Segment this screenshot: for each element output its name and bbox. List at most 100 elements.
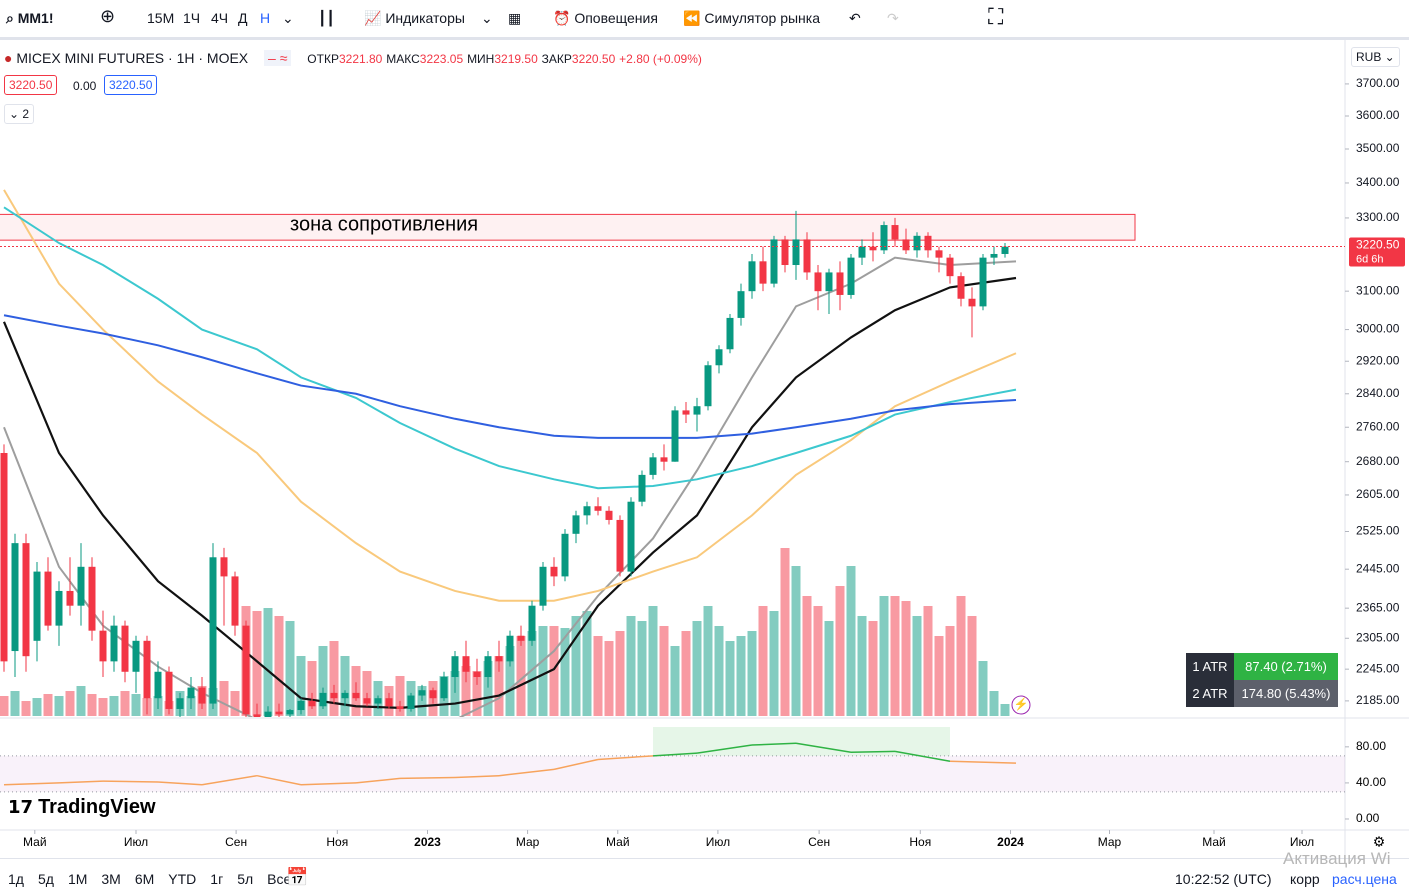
indicators[interactable]: 📈 Индикаторы (364, 10, 465, 26)
candle-body (748, 261, 756, 292)
settle[interactable]: расч.цена (1332, 871, 1397, 887)
interval[interactable]: 1Ч (183, 10, 201, 26)
volume-bar (813, 606, 823, 716)
range-button[interactable]: Все (267, 871, 292, 887)
bid[interactable]: 3220.50 (4, 75, 58, 95)
range-button[interactable]: 6М (134, 871, 155, 887)
value: 3219.50 (494, 52, 538, 66)
layouts[interactable]: ▦ (508, 10, 522, 26)
candle-body (979, 257, 987, 307)
volume-bar (538, 626, 548, 716)
candle-body (715, 349, 723, 366)
range-button[interactable]: 3М (101, 871, 121, 887)
atr-label: 2 ATR (1186, 680, 1234, 707)
collapse[interactable]: ⌄ 2 (4, 104, 35, 124)
volume-bar (703, 606, 713, 716)
candle-body (693, 406, 701, 415)
candle-body (99, 630, 107, 662)
candle-body (132, 640, 140, 672)
add-symbol[interactable]: ⊕ (100, 6, 116, 26)
interval-menu[interactable]: ⌄ (282, 10, 294, 26)
x-tick-label: 2023 (414, 835, 441, 849)
candle-body (407, 695, 415, 709)
interval[interactable]: 15М (147, 10, 175, 26)
moving-average (3, 189, 1017, 602)
chart-type[interactable]: ┃┃ (318, 10, 335, 26)
bottom-toolbar: 1д 5д 1М 3М 6М YTD 1г 5л Все 📅 10:22:52 (UTC) ко… (0, 849, 1409, 895)
y-tick-label: 2760.00 (1356, 419, 1400, 433)
moving-average (2, 276, 1017, 709)
candle-body (209, 557, 217, 704)
replay[interactable]: ⏪ Симулятор рынка (683, 10, 820, 26)
volume-bar (956, 596, 966, 716)
candle-body (253, 714, 261, 717)
volume-bar (285, 621, 295, 716)
date-range[interactable]: 📅 (286, 867, 309, 887)
volume-bar (395, 676, 405, 716)
currency[interactable]: RUB ⌄ (1351, 47, 1400, 67)
rsi-segment (894, 750, 951, 763)
top-toolbar: ⌕ MM1! ⊕ 15М 1Ч 4Ч Д Н ⌄ ┃┃ 📈 Индикаторы… (0, 0, 1409, 40)
x-tick-label: Июл (706, 835, 730, 849)
rsi-segment (553, 758, 599, 771)
range-button[interactable]: 5л (237, 871, 254, 887)
candle-body (440, 677, 448, 699)
rsi-segment (399, 776, 456, 780)
x-tick-label: Май (23, 835, 47, 849)
volume-bar (43, 694, 53, 716)
alerts[interactable]: ⏰ Оповещения (553, 10, 658, 26)
candle-body (11, 543, 19, 652)
range-button[interactable]: 5д (37, 871, 54, 887)
volume-bar (98, 698, 108, 716)
volume-bar (32, 698, 42, 716)
candle-body (517, 635, 525, 641)
volume-bar (65, 691, 75, 716)
interval[interactable]: 4Ч (211, 10, 229, 26)
candle-body (924, 235, 932, 251)
legend-title: MICEX MINI FUTURES · 1H · MOEX (16, 50, 249, 66)
undo[interactable]: ↶ (849, 10, 861, 26)
lightning[interactable] (1011, 695, 1031, 715)
adj[interactable]: корр (1290, 871, 1320, 887)
candle-body (231, 576, 239, 626)
ask[interactable]: 3220.50 (104, 75, 158, 95)
clock: 10:22:52 (UTC) (1175, 871, 1272, 887)
chart: зона сопротивления 3700.00 3600.00 3500.00… (0, 40, 1409, 858)
candle-body (847, 257, 855, 295)
rsi-segment (949, 760, 1017, 764)
watermark: Активация Wi (1283, 849, 1391, 868)
candle-body (319, 692, 327, 707)
x-tick-label: Ноя (909, 835, 931, 849)
volume-bar (835, 586, 845, 716)
volume-bar (516, 636, 526, 716)
interval[interactable]: Д (238, 10, 248, 26)
range-button[interactable]: 1г (210, 871, 224, 887)
indicators-menu[interactable]: ⌄ (481, 10, 493, 26)
legend-toggle[interactable]: – ≈ (264, 50, 292, 66)
volume-bar (681, 631, 691, 716)
symbol[interactable]: ⌕ MM1! (6, 10, 54, 26)
volume-bar (109, 696, 119, 716)
range-button[interactable]: 1М (67, 871, 88, 887)
candle-body (154, 671, 162, 699)
value: 3223.05 (419, 52, 464, 66)
candle-body (121, 625, 129, 672)
rsi-band (0, 755, 1345, 792)
volume-bar (769, 611, 779, 716)
volume-bar (263, 608, 273, 716)
fullscreen[interactable]: ⛶ (988, 4, 1004, 29)
settings[interactable]: ⚙ (1373, 834, 1386, 850)
range-button[interactable]: YTD (168, 871, 197, 887)
volume-bar (571, 616, 581, 716)
interval[interactable]: Н (260, 10, 271, 26)
range-button[interactable]: 1д (8, 871, 24, 887)
candle-body (451, 656, 459, 678)
candle-body (803, 239, 811, 273)
atr-table: 1 ATR 87.40 (2.71%) 2 ATR 174.80 (5.43%) (1186, 653, 1338, 707)
moving-average (3, 256, 1017, 717)
candle-body (781, 239, 789, 266)
volume-bar (593, 636, 603, 716)
candle-body (33, 571, 41, 641)
label: ОТКР (307, 52, 339, 66)
